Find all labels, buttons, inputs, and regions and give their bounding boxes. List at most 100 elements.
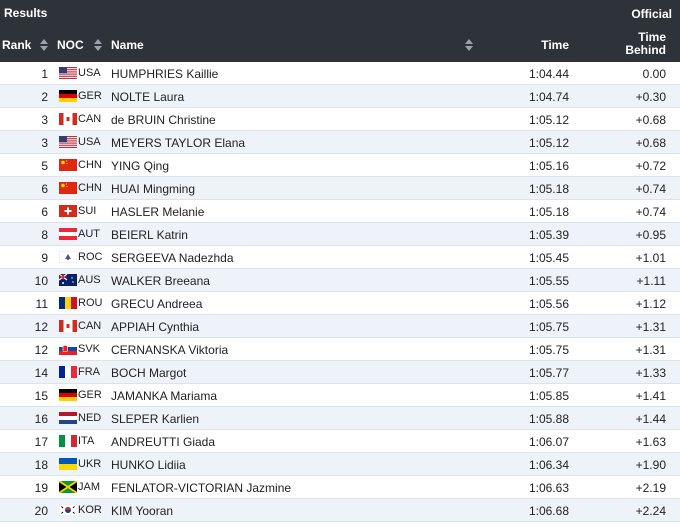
time-behind: +1.31: [635, 343, 666, 357]
result-row: 18 UKR HUNKO Lidiia 1:06.34 +1.90: [0, 453, 680, 476]
time-behind: +1.44: [635, 412, 666, 426]
athlete-name: WALKER Breeana: [111, 274, 210, 288]
noc-code: CHN: [78, 159, 102, 171]
sort-icon[interactable]: [94, 39, 102, 51]
flag-icon: [59, 435, 77, 447]
time: 1:05.45: [528, 251, 569, 265]
time: 1:05.85: [528, 389, 569, 403]
athlete-name: SLEPER Karlien: [111, 412, 200, 426]
time: 1:05.56: [528, 297, 569, 311]
noc-code: CAN: [78, 113, 102, 125]
time-behind: +0.74: [635, 205, 666, 219]
athlete-name: KIM Yooran: [111, 504, 174, 518]
time: 1:05.12: [528, 136, 569, 150]
time: 1:05.39: [528, 228, 569, 242]
rank: 17: [34, 435, 48, 449]
flag-icon: [59, 389, 77, 401]
time: 1:06.68: [528, 504, 569, 518]
athlete-name: YING Qing: [111, 159, 170, 173]
rank: 6: [41, 182, 48, 196]
noc-code: JAM: [78, 481, 100, 493]
noc-code: KOR: [78, 504, 102, 516]
noc-code: ITA: [78, 435, 95, 447]
rank: 3: [41, 136, 48, 150]
athlete-name: de BRUIN Christine: [111, 113, 216, 127]
column-header[interactable]: Time: [541, 38, 569, 52]
rank: 8: [41, 228, 48, 242]
rank: 2: [41, 90, 48, 104]
rank: 19: [34, 481, 48, 495]
result-row: 3 CAN de BRUIN Christine 1:05.12 +0.68: [0, 108, 680, 131]
time: 1:06.34: [528, 458, 569, 472]
rank: 15: [34, 389, 48, 403]
time-behind: +0.30: [635, 90, 666, 104]
athlete-name: BOCH Margot: [111, 366, 187, 380]
noc-code: FRA: [78, 366, 100, 378]
sort-icon[interactable]: [465, 39, 473, 51]
time: 1:04.74: [528, 90, 569, 104]
time-behind: +2.19: [635, 481, 666, 495]
time-behind: +1.01: [635, 251, 666, 265]
athlete-name: APPIAH Cynthia: [111, 320, 200, 334]
result-row: 8 AUT BEIERL Katrin 1:05.39 +0.95: [0, 223, 680, 246]
section-title: Results: [4, 6, 48, 20]
noc-code: SUI: [78, 205, 97, 217]
noc-code: GER: [78, 90, 102, 102]
flag-icon: [59, 274, 77, 286]
flag-icon: [59, 458, 77, 470]
time-behind: 0.00: [642, 67, 666, 81]
time-behind: +0.74: [635, 182, 666, 196]
flag-icon: [59, 205, 77, 217]
rank: 12: [34, 320, 48, 334]
rank: 10: [34, 274, 48, 288]
time: 1:05.88: [528, 412, 569, 426]
result-row: 20 KOR KIM Yooran 1:06.68 +2.24: [0, 499, 680, 522]
time-behind: +0.72: [635, 159, 666, 173]
time-behind: +0.68: [635, 113, 666, 127]
time-behind: +1.33: [635, 366, 666, 380]
noc-code: CHN: [78, 182, 102, 194]
rank: 12: [34, 343, 48, 357]
noc-code: GER: [78, 389, 102, 401]
result-row: 16 NED SLEPER Karlien 1:05.88 +1.44: [0, 407, 680, 430]
results-header: Results Official Rank NOC Name Time Time…: [0, 0, 680, 62]
result-row: 12 CAN APPIAH Cynthia 1:05.75 +1.31: [0, 315, 680, 338]
time: 1:05.18: [528, 205, 569, 219]
column-header[interactable]: NOC: [57, 38, 84, 52]
athlete-name: BEIERL Katrin: [111, 228, 188, 242]
athlete-name: SERGEEVA Nadezhda: [111, 251, 234, 265]
time: 1:05.75: [528, 320, 569, 334]
result-row: 11 ROU GRECU Andreea 1:05.56 +1.12: [0, 292, 680, 315]
time-behind: +1.63: [635, 435, 666, 449]
athlete-name: ANDREUTTI Giada: [111, 435, 216, 449]
result-row: 2 GER NOLTE Laura 1:04.74 +0.30: [0, 85, 680, 108]
athlete-name: JAMANKA Mariama: [111, 389, 218, 403]
noc-code: AUT: [78, 228, 100, 240]
column-header[interactable]: Time Behind: [625, 30, 666, 57]
time: 1:04.44: [528, 67, 569, 81]
rank: 5: [41, 159, 48, 173]
time: 1:05.16: [528, 159, 569, 173]
noc-code: SVK: [78, 343, 101, 355]
column-header[interactable]: Name: [111, 38, 144, 52]
result-row: 5 CHN YING Qing 1:05.16 +0.72: [0, 154, 680, 177]
athlete-name: GRECU Andreea: [111, 297, 203, 311]
result-row: 12 SVK CERNANSKA Viktoria 1:05.75 +1.31: [0, 338, 680, 361]
rank: 18: [34, 458, 48, 472]
sort-icon[interactable]: [40, 39, 48, 51]
column-header[interactable]: Rank: [2, 38, 32, 52]
result-row: 1 USA HUMPHRIES Kaillie 1:04.44 0.00: [0, 62, 680, 85]
flag-icon: [59, 412, 77, 424]
flag-icon: [59, 504, 77, 516]
time: 1:05.55: [528, 274, 569, 288]
flag-icon: [59, 159, 77, 171]
rank: 3: [41, 113, 48, 127]
time-behind: +1.12: [635, 297, 666, 311]
flag-icon: [59, 481, 77, 493]
result-row: 17 ITA ANDREUTTI Giada 1:06.07 +1.63: [0, 430, 680, 453]
noc-code: AUS: [78, 274, 101, 286]
noc-code: ROC: [78, 251, 103, 263]
rank: 14: [34, 366, 48, 380]
noc-code: UKR: [78, 458, 102, 470]
